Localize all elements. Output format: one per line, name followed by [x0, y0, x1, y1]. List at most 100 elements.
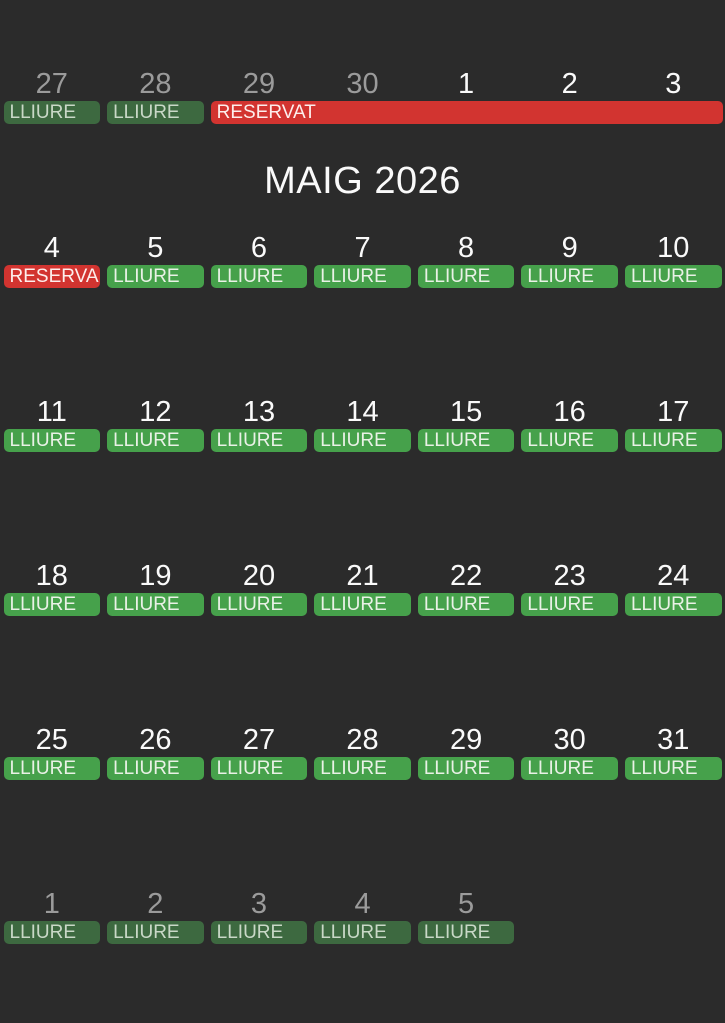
- availability-badge-free[interactable]: LLIURE: [107, 757, 204, 780]
- day-number: 8: [458, 232, 475, 264]
- day-cell[interactable]: 21 LLIURE: [311, 558, 415, 616]
- day-cell[interactable]: 1 LLIURE: [0, 886, 104, 944]
- availability-badge-free[interactable]: LLIURE: [314, 757, 411, 780]
- day-cell[interactable]: 12 LLIURE: [104, 394, 208, 452]
- availability-badge-free[interactable]: LLIURE: [107, 101, 204, 124]
- day-cell[interactable]: 25 LLIURE: [0, 722, 104, 780]
- day-number: 16: [553, 396, 586, 428]
- day-cell[interactable]: 4 LLIURE: [311, 886, 415, 944]
- availability-badge-free[interactable]: LLIURE: [210, 593, 308, 616]
- availability-badge-free[interactable]: LLIURE: [417, 593, 515, 616]
- day-cell[interactable]: 13 LLIURE: [207, 394, 311, 452]
- availability-badge-free[interactable]: LLIURE: [417, 921, 515, 944]
- availability-badge-free[interactable]: LLIURE: [417, 429, 515, 452]
- availability-badge-free[interactable]: LLIURE: [521, 593, 618, 616]
- day-cell[interactable]: 7 LLIURE: [311, 230, 415, 288]
- day-cell[interactable]: 18 LLIURE: [0, 558, 104, 616]
- day-cell[interactable]: 19 LLIURE: [104, 558, 208, 616]
- day-number: 30: [553, 724, 586, 756]
- day-cell[interactable]: 8 LLIURE: [414, 230, 518, 288]
- availability-badge-free[interactable]: LLIURE: [624, 429, 722, 452]
- day-cell[interactable]: 29: [207, 66, 311, 124]
- day-number: 1: [458, 68, 475, 100]
- day-cell[interactable]: 30 LLIURE: [518, 722, 622, 780]
- day-cell-empty: [621, 886, 725, 944]
- day-number: 28: [139, 68, 172, 100]
- availability-badge-free[interactable]: LLIURE: [3, 921, 101, 944]
- day-number: 27: [242, 724, 276, 756]
- availability-badge-free[interactable]: LLIURE: [107, 429, 204, 452]
- day-cell[interactable]: 17 LLIURE: [621, 394, 725, 452]
- week-row-may-3: 18 LLIURE 19 LLIURE 20 LLIURE 21 LLIURE 22 LLIURE…: [0, 558, 725, 616]
- day-cell[interactable]: 27 LLIURE: [207, 722, 311, 780]
- availability-badge-free[interactable]: LLIURE: [624, 265, 722, 288]
- availability-badge-reserved[interactable]: RESERVA: [3, 265, 101, 288]
- day-cell[interactable]: 2: [518, 66, 622, 124]
- day-cell[interactable]: 28 LLIURE: [311, 722, 415, 780]
- week-row-may-4: 25 LLIURE 26 LLIURE 27 LLIURE 28 LLIURE 29 LLIURE…: [0, 722, 725, 780]
- day-number: 5: [458, 888, 475, 920]
- day-number: 7: [354, 232, 371, 264]
- day-cell[interactable]: 4 RESERVA: [0, 230, 104, 288]
- day-cell[interactable]: 6 LLIURE: [207, 230, 311, 288]
- availability-badge-free[interactable]: LLIURE: [521, 265, 618, 288]
- availability-badge-free[interactable]: LLIURE: [3, 757, 101, 780]
- availability-badge-reserved-span[interactable]: RESERVAT: [210, 101, 723, 124]
- day-cell[interactable]: 29 LLIURE: [414, 722, 518, 780]
- day-cell[interactable]: 22 LLIURE: [414, 558, 518, 616]
- availability-badge-free[interactable]: LLIURE: [107, 921, 204, 944]
- day-cell[interactable]: 27 LLIURE: [0, 66, 104, 124]
- day-number: 25: [35, 724, 68, 756]
- day-cell[interactable]: 5 LLIURE: [104, 230, 208, 288]
- day-number: 29: [242, 68, 276, 100]
- availability-badge-free[interactable]: LLIURE: [210, 921, 308, 944]
- availability-badge-free[interactable]: LLIURE: [107, 593, 204, 616]
- day-cell[interactable]: 26 LLIURE: [104, 722, 208, 780]
- availability-badge-free[interactable]: LLIURE: [210, 757, 308, 780]
- day-cell[interactable]: 15 LLIURE: [414, 394, 518, 452]
- availability-badge-free[interactable]: LLIURE: [417, 757, 515, 780]
- day-cell[interactable]: 28 LLIURE: [104, 66, 208, 124]
- day-number: 1: [43, 888, 60, 920]
- day-cell[interactable]: 2 LLIURE: [104, 886, 208, 944]
- day-cell[interactable]: 3 LLIURE: [207, 886, 311, 944]
- availability-badge-free[interactable]: LLIURE: [624, 757, 722, 780]
- day-number: 15: [449, 396, 483, 428]
- day-cell[interactable]: 16 LLIURE: [518, 394, 622, 452]
- day-cell[interactable]: 31 LLIURE: [621, 722, 725, 780]
- day-number: 28: [346, 724, 379, 756]
- day-cell[interactable]: 24 LLIURE: [621, 558, 725, 616]
- day-number: 17: [657, 396, 690, 428]
- availability-badge-free[interactable]: LLIURE: [3, 101, 101, 124]
- availability-badge-free[interactable]: LLIURE: [210, 265, 308, 288]
- day-cell[interactable]: 30: [311, 66, 415, 124]
- availability-badge-free[interactable]: LLIURE: [210, 429, 308, 452]
- day-cell[interactable]: 3: [621, 66, 725, 124]
- day-cell[interactable]: 5 LLIURE: [414, 886, 518, 944]
- day-number: 24: [657, 560, 690, 592]
- availability-badge-free[interactable]: LLIURE: [521, 429, 618, 452]
- availability-badge-free[interactable]: LLIURE: [314, 265, 411, 288]
- day-cell[interactable]: 14 LLIURE: [311, 394, 415, 452]
- availability-badge-free[interactable]: LLIURE: [3, 593, 101, 616]
- availability-badge-free[interactable]: LLIURE: [417, 265, 515, 288]
- day-cell[interactable]: 23 LLIURE: [518, 558, 622, 616]
- day-cell[interactable]: 20 LLIURE: [207, 558, 311, 616]
- day-number: 14: [346, 396, 379, 428]
- day-number: 21: [346, 560, 379, 592]
- availability-badge-free[interactable]: LLIURE: [314, 921, 411, 944]
- availability-badge-free[interactable]: LLIURE: [624, 593, 722, 616]
- availability-badge-free[interactable]: LLIURE: [314, 593, 411, 616]
- availability-badge-free[interactable]: LLIURE: [107, 265, 204, 288]
- day-cell[interactable]: 1: [414, 66, 518, 124]
- day-number: 19: [139, 560, 172, 592]
- day-cell[interactable]: 9 LLIURE: [518, 230, 622, 288]
- availability-badge-free[interactable]: LLIURE: [3, 429, 101, 452]
- month-title: MAIG 2026: [264, 160, 461, 202]
- availability-badge-free[interactable]: LLIURE: [521, 757, 618, 780]
- day-number: 10: [657, 232, 690, 264]
- day-cell[interactable]: 10 LLIURE: [621, 230, 725, 288]
- day-cell[interactable]: 11 LLIURE: [0, 394, 104, 452]
- availability-badge-free[interactable]: LLIURE: [314, 429, 411, 452]
